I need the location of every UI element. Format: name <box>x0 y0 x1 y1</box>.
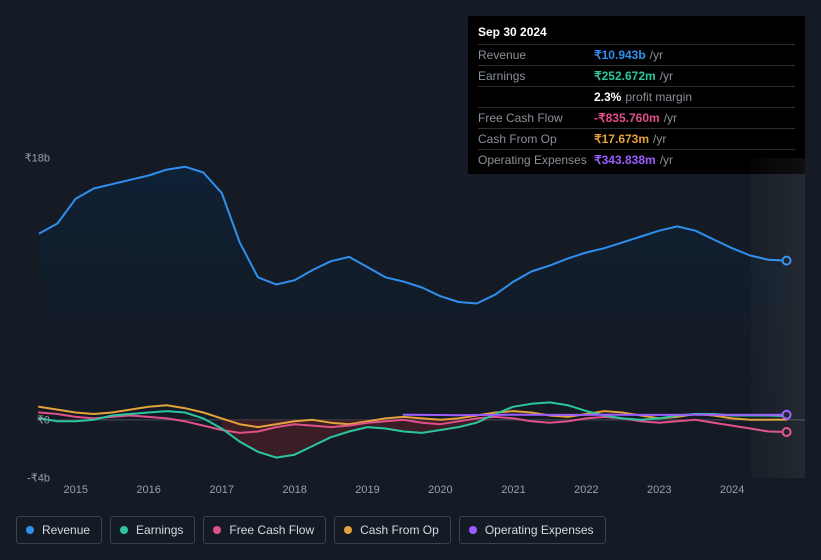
tooltip-row-label: Earnings <box>478 69 594 83</box>
chart-container: Sep 30 2024 Revenue₹10.943b/yrEarnings₹2… <box>0 0 821 560</box>
legend-label: Earnings <box>136 523 183 537</box>
legend-dot-icon <box>26 526 34 534</box>
tooltip-row-label: Cash From Op <box>478 132 594 146</box>
tooltip-row: Revenue₹10.943b/yr <box>478 44 795 65</box>
x-tick-label: 2023 <box>647 484 671 496</box>
x-tick-label: 2019 <box>355 484 379 496</box>
legend-item-cash-from-op[interactable]: Cash From Op <box>334 516 451 544</box>
tooltip-row: Earnings₹252.672m/yr <box>478 65 795 86</box>
x-tick-label: 2018 <box>282 484 306 496</box>
legend-label: Cash From Op <box>360 523 439 537</box>
chart-plot[interactable]: ₹18b₹0-₹4b <box>16 158 805 478</box>
x-tick-label: 2016 <box>136 484 160 496</box>
x-tick-label: 2021 <box>501 484 525 496</box>
legend-label: Operating Expenses <box>485 523 594 537</box>
x-tick-label: 2020 <box>428 484 452 496</box>
y-tick-label: -₹4b <box>16 472 50 485</box>
tooltip-row-unit: /yr <box>653 132 666 146</box>
tooltip-row-unit: /yr <box>650 48 663 62</box>
chart-svg <box>16 158 805 478</box>
tooltip-row-label: Free Cash Flow <box>478 111 594 125</box>
legend-label: Revenue <box>42 523 90 537</box>
hover-band <box>751 158 805 478</box>
chart-tooltip: Sep 30 2024 Revenue₹10.943b/yrEarnings₹2… <box>468 16 805 174</box>
legend-dot-icon <box>344 526 352 534</box>
tooltip-row: Cash From Op₹17.673m/yr <box>478 128 795 149</box>
x-axis: 2015 2016 2017 2018 2019 2020 2021 2022 2023 2024 <box>16 484 805 500</box>
tooltip-rows: Revenue₹10.943b/yrEarnings₹252.672m/yr2.… <box>478 44 795 170</box>
tooltip-row-value: ₹17.673m <box>594 132 649 146</box>
x-tick-label: 2015 <box>63 484 87 496</box>
legend: Revenue Earnings Free Cash Flow Cash From O… <box>16 516 606 544</box>
tooltip-row: 2.3% profit margin <box>478 86 795 107</box>
y-tick-label: ₹18b <box>16 152 50 165</box>
legend-item-earnings[interactable]: Earnings <box>110 516 195 544</box>
legend-label: Free Cash Flow <box>229 523 314 537</box>
legend-item-operating-expenses[interactable]: Operating Expenses <box>459 516 606 544</box>
tooltip-row-value: 2.3% <box>594 90 621 104</box>
tooltip-row-sub: profit margin <box>625 90 692 104</box>
tooltip-row: Free Cash Flow-₹835.760m/yr <box>478 107 795 128</box>
tooltip-row-unit: /yr <box>664 111 677 125</box>
legend-dot-icon <box>120 526 128 534</box>
tooltip-row-unit: /yr <box>660 69 673 83</box>
tooltip-row-label: Revenue <box>478 48 594 62</box>
legend-dot-icon <box>469 526 477 534</box>
tooltip-row-value: -₹835.760m <box>594 111 660 125</box>
tooltip-row-value: ₹10.943b <box>594 48 646 62</box>
x-tick-label: 2017 <box>209 484 233 496</box>
legend-item-revenue[interactable]: Revenue <box>16 516 102 544</box>
legend-item-free-cash-flow[interactable]: Free Cash Flow <box>203 516 326 544</box>
x-tick-label: 2022 <box>574 484 598 496</box>
y-tick-label: ₹0 <box>16 413 50 426</box>
tooltip-date: Sep 30 2024 <box>478 22 795 44</box>
x-tick-label: 2024 <box>720 484 744 496</box>
tooltip-row-value: ₹252.672m <box>594 69 656 83</box>
legend-dot-icon <box>213 526 221 534</box>
